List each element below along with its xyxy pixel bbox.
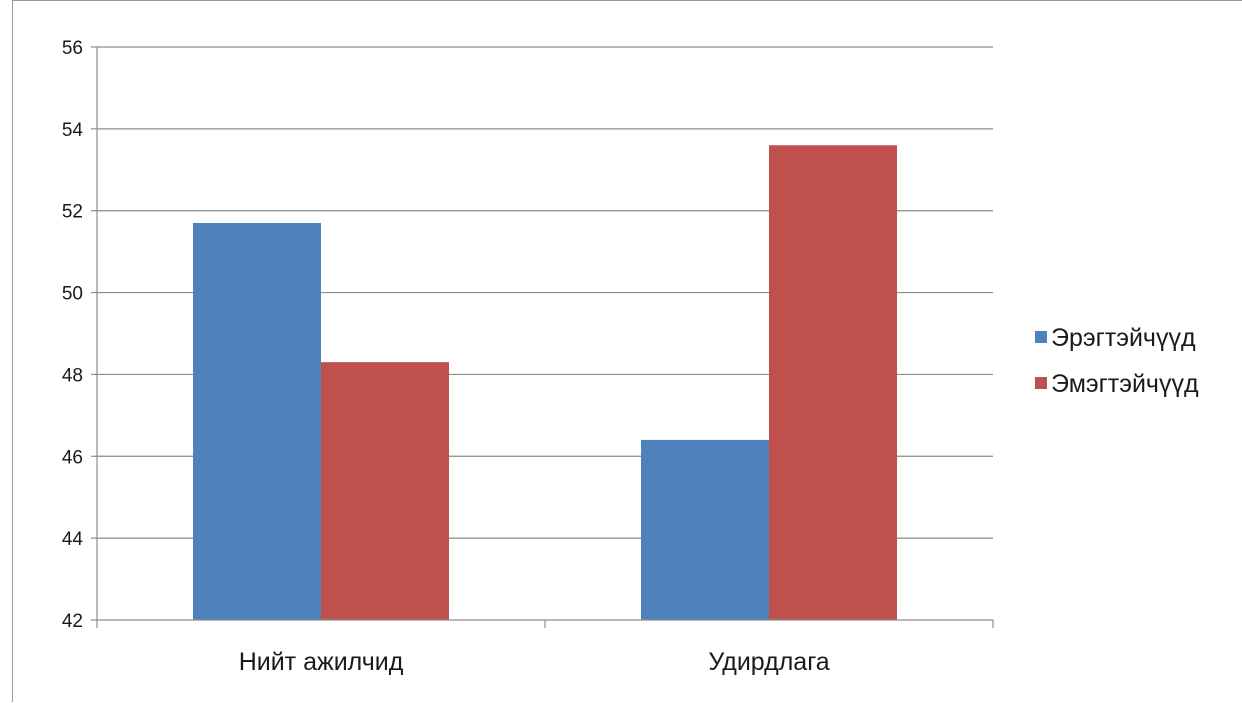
legend-label: Эмэгтэйчүүд [1051,370,1199,398]
bars [193,145,897,620]
y-tick-label: 56 [62,38,83,59]
bar-women-2 [769,145,897,620]
legend-swatch [1035,377,1047,389]
bar-chart: 42 44 46 48 50 52 54 56 Нийт ажилчид Удирдлага Эр… [62,38,1199,676]
bar-women-1 [321,362,449,620]
y-tick-label: 50 [62,284,83,305]
bar-men-1 [193,222,321,620]
legend: Эрэгтэйчүүд Эмэгтэйчүүд [1035,324,1199,398]
y-tick-label: 44 [62,529,84,550]
x-category-label: Нийт ажилчид [239,648,404,676]
bar-men-2 [641,439,769,620]
y-tick-label: 48 [62,365,83,386]
tick-labels: 42 44 46 48 50 52 54 56 Нийт ажилчид Удирдлага [62,38,830,676]
y-tick-label: 52 [62,202,83,223]
y-tick-label: 42 [62,611,83,632]
legend-label: Эрэгтэйчүүд [1051,324,1196,352]
legend-swatch [1035,331,1047,343]
chart-frame: 42 44 46 48 50 52 54 56 Нийт ажилчид Удирдлага Эр… [12,0,1242,702]
x-category-label: Удирдлага [708,648,829,676]
y-tick-label: 46 [62,447,83,468]
y-tick-label: 54 [62,120,84,141]
axes [91,46,994,628]
